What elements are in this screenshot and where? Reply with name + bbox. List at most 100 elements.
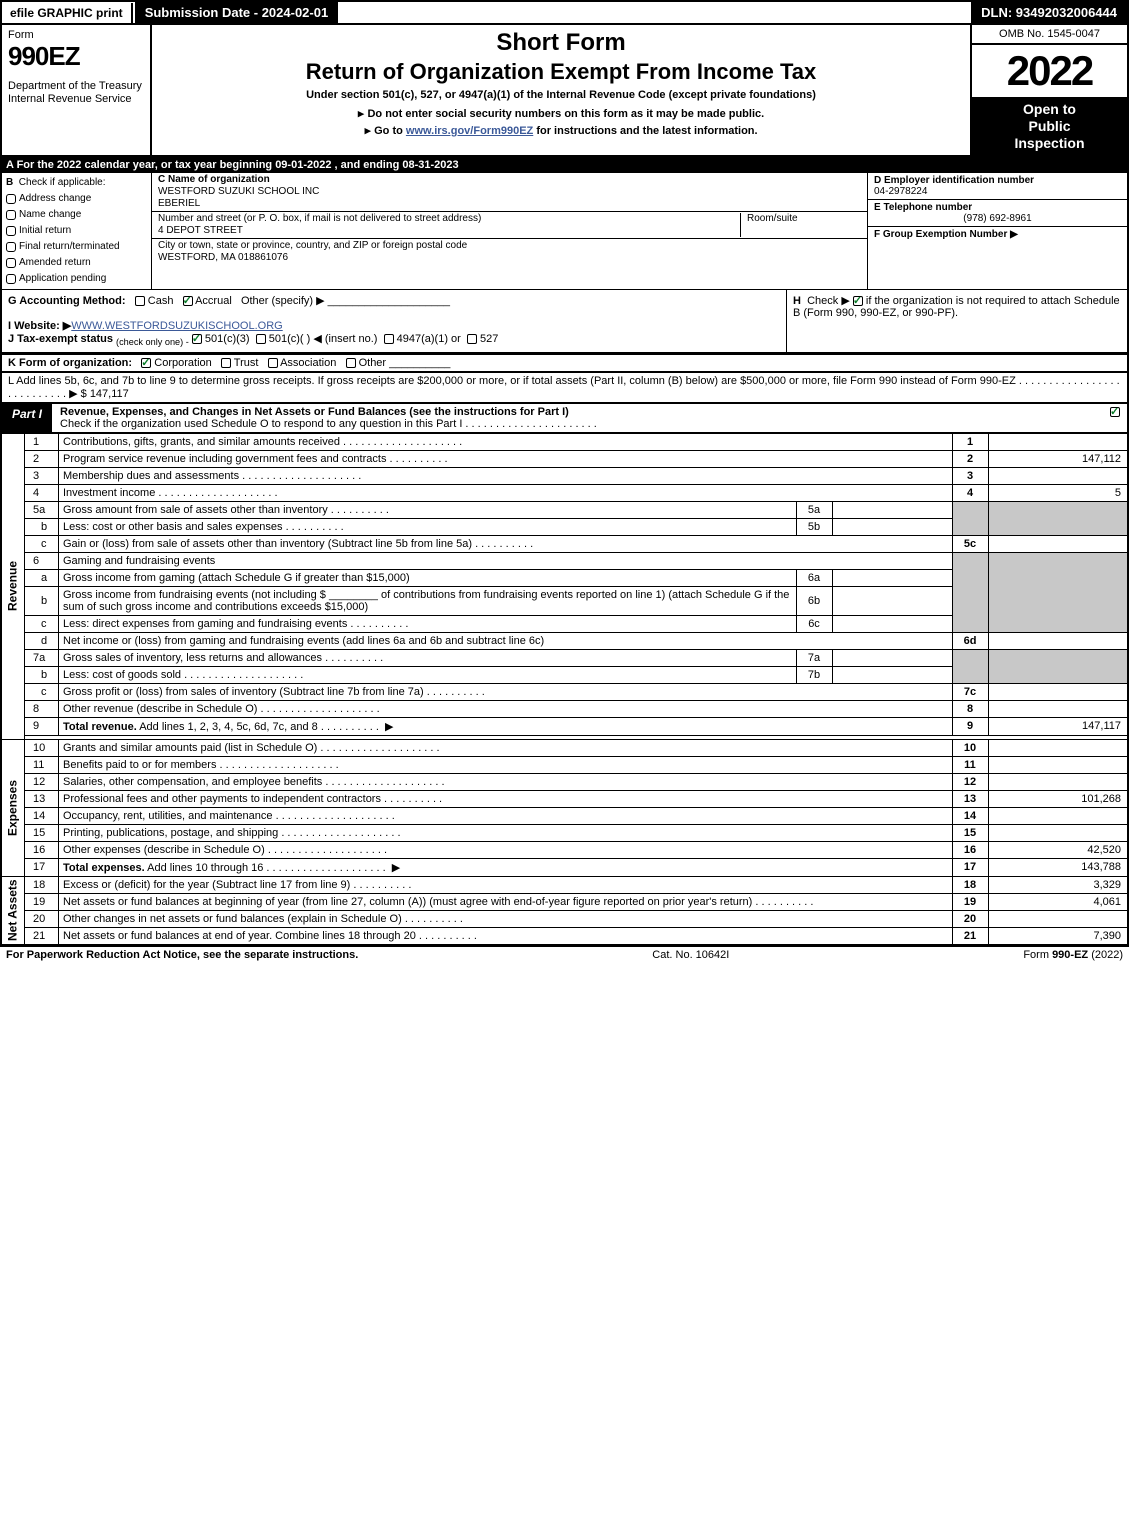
website-link[interactable]: WWW.WESTFORDSUZUKISCHOOL.ORG [71, 320, 282, 332]
line20-value [988, 910, 1128, 927]
line5c-value [988, 535, 1128, 552]
form-number: 990EZ [8, 41, 144, 72]
ein-value: 04-2978224 [874, 186, 927, 197]
org-name: WESTFORD SUZUKI SCHOOL INC [158, 186, 861, 198]
line15-desc: Printing, publications, postage, and shi… [59, 824, 953, 841]
chk-527[interactable] [467, 334, 477, 344]
chk-address-change[interactable]: Address change [6, 191, 147, 207]
ln-num: 11 [25, 756, 59, 773]
chk-501c3[interactable] [192, 334, 202, 344]
irs-link[interactable]: www.irs.gov/Form990EZ [406, 125, 533, 137]
ln-num: 21 [25, 927, 59, 944]
chk-initial-return[interactable]: Initial return [6, 223, 147, 239]
org-street-row: Number and street (or P. O. box, if mail… [152, 212, 867, 239]
chk-4947[interactable] [384, 334, 394, 344]
line4-code: 4 [952, 484, 988, 501]
chk-trust[interactable] [221, 358, 231, 368]
line6b-code: 6b [796, 586, 832, 615]
ln-num: 13 [25, 790, 59, 807]
line5a-desc: Gross amount from sale of assets other t… [59, 501, 797, 518]
line6d-code: 6d [952, 632, 988, 649]
part1-check[interactable] [1103, 404, 1127, 432]
org-name-row: C Name of organization WESTFORD SUZUKI S… [152, 173, 867, 212]
line12-desc: Salaries, other compensation, and employ… [59, 773, 953, 790]
line12-value [988, 773, 1128, 790]
chk-schedule-b[interactable] [853, 296, 863, 306]
line5a-code: 5a [796, 501, 832, 518]
chk-name-change[interactable]: Name change [6, 207, 147, 223]
line14-desc: Occupancy, rent, utilities, and maintena… [59, 807, 953, 824]
shaded-cell [952, 501, 988, 535]
checkbox-icon [6, 194, 16, 204]
line2-desc: Program service revenue including govern… [59, 450, 953, 467]
ln-num: 9 [25, 717, 59, 735]
efile-print-button[interactable]: efile GRAPHIC print [2, 3, 133, 23]
line16-code: 16 [952, 841, 988, 858]
line16-desc: Other expenses (describe in Schedule O) [59, 841, 953, 858]
line20-desc: Other changes in net assets or fund bala… [59, 910, 953, 927]
org-street: 4 DEPOT STREET [158, 225, 734, 237]
omb-number: OMB No. 1545-0047 [972, 25, 1127, 45]
line2-code: 2 [952, 450, 988, 467]
line7c-value [988, 683, 1128, 700]
ln-num: 19 [25, 893, 59, 910]
line19-code: 19 [952, 893, 988, 910]
row-g-h: G Accounting Method: Cash Accrual Other … [0, 289, 1129, 353]
chk-accrual[interactable] [183, 296, 193, 306]
line13-value: 101,268 [988, 790, 1128, 807]
instruction-2: ▶ Go to www.irs.gov/Form990EZ for instru… [160, 124, 962, 137]
line3-value [988, 467, 1128, 484]
line19-value: 4,061 [988, 893, 1128, 910]
line7b-code: 7b [796, 666, 832, 683]
part1-table: Revenue 1 Contributions, gifts, grants, … [0, 433, 1129, 945]
chk-application-pending[interactable]: Application pending [6, 271, 147, 287]
ln-num: 15 [25, 824, 59, 841]
line15-code: 15 [952, 824, 988, 841]
header-center: Short Form Return of Organization Exempt… [152, 25, 972, 155]
line13-desc: Professional fees and other payments to … [59, 790, 953, 807]
checkbox-icon [6, 210, 16, 220]
line4-desc: Investment income [59, 484, 953, 501]
chk-corporation[interactable] [141, 358, 151, 368]
line6-desc: Gaming and fundraising events [59, 552, 953, 569]
line6d-value [988, 632, 1128, 649]
schedule-b-check: H Check ▶ if the organization is not req… [787, 290, 1127, 351]
phone-row: E Telephone number (978) 692-8961 [868, 200, 1127, 227]
inspection-notice: Open toPublicInspection [972, 97, 1127, 155]
chk-501c[interactable] [256, 334, 266, 344]
submission-date: Submission Date - 2024-02-01 [135, 2, 339, 23]
top-bar-left: efile GRAPHIC print Submission Date - 20… [2, 2, 338, 23]
chk-cash[interactable] [135, 296, 145, 306]
line7b-desc: Less: cost of goods sold [59, 666, 797, 683]
line10-desc: Grants and similar amounts paid (list in… [59, 739, 953, 756]
website-line: I Website: ▶WWW.WESTFORDSUZUKISCHOOL.ORG [8, 319, 780, 332]
col-def: D Employer identification number 04-2978… [867, 173, 1127, 289]
line-k: K Form of organization: Corporation Trus… [0, 354, 1129, 373]
line8-desc: Other revenue (describe in Schedule O) [59, 700, 953, 717]
ln-num: b [25, 666, 59, 683]
org-city: WESTFORD, MA 018861076 [158, 252, 861, 264]
line7a-code: 7a [796, 649, 832, 666]
chk-other-org[interactable] [346, 358, 356, 368]
chk-amended-return[interactable]: Amended return [6, 255, 147, 271]
line1-value [988, 433, 1128, 450]
expenses-side-label: Expenses [1, 739, 25, 876]
chk-final-return[interactable]: Final return/terminated [6, 239, 147, 255]
chk-association[interactable] [268, 358, 278, 368]
line17-code: 17 [952, 858, 988, 876]
line3-code: 3 [952, 467, 988, 484]
line1-code: 1 [952, 433, 988, 450]
room-suite: Room/suite [741, 213, 861, 237]
part1-header: Part I Revenue, Expenses, and Changes in… [0, 404, 1129, 433]
line5c-desc: Gain or (loss) from sale of assets other… [59, 535, 953, 552]
ln-num: 10 [25, 739, 59, 756]
part1-title: Revenue, Expenses, and Changes in Net As… [52, 404, 1103, 432]
line14-value [988, 807, 1128, 824]
checkbox-icon [1110, 407, 1120, 417]
ln-num: 3 [25, 467, 59, 484]
line7b-innerval [832, 666, 952, 683]
line18-value: 3,329 [988, 876, 1128, 893]
line17-desc: Total expenses. Add lines 10 through 16 … [59, 858, 953, 876]
line19-desc: Net assets or fund balances at beginning… [59, 893, 953, 910]
accounting-method: G Accounting Method: Cash Accrual Other … [2, 290, 787, 351]
